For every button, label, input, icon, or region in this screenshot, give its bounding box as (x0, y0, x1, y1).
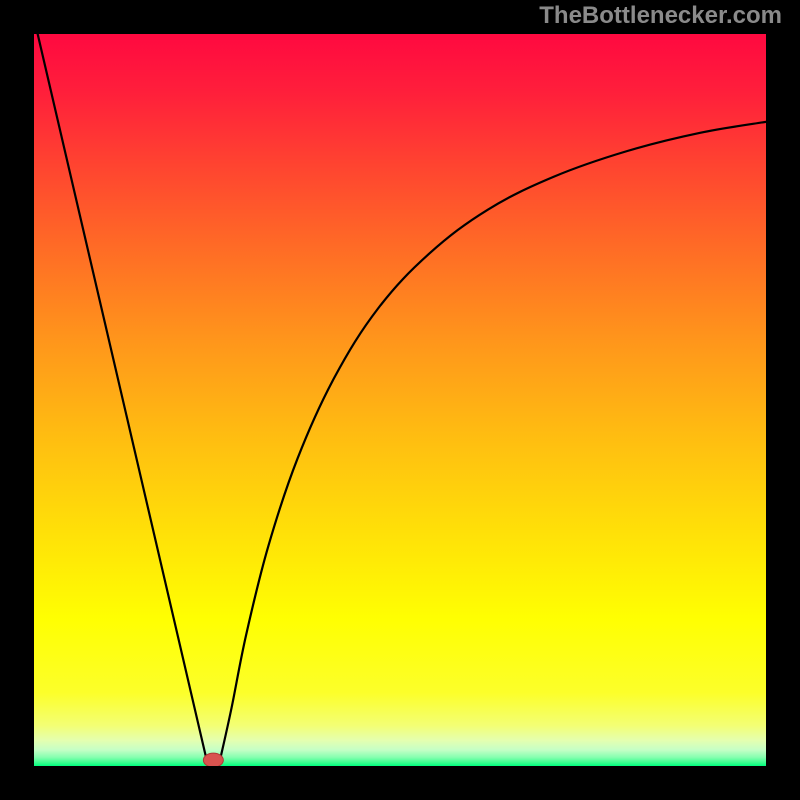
chart-container: TheBottlenecker.com (0, 0, 800, 800)
plot-area (34, 34, 766, 766)
watermark-text: TheBottlenecker.com (539, 2, 782, 30)
watermark-label: TheBottlenecker.com (539, 2, 782, 29)
optimal-marker (34, 34, 766, 766)
